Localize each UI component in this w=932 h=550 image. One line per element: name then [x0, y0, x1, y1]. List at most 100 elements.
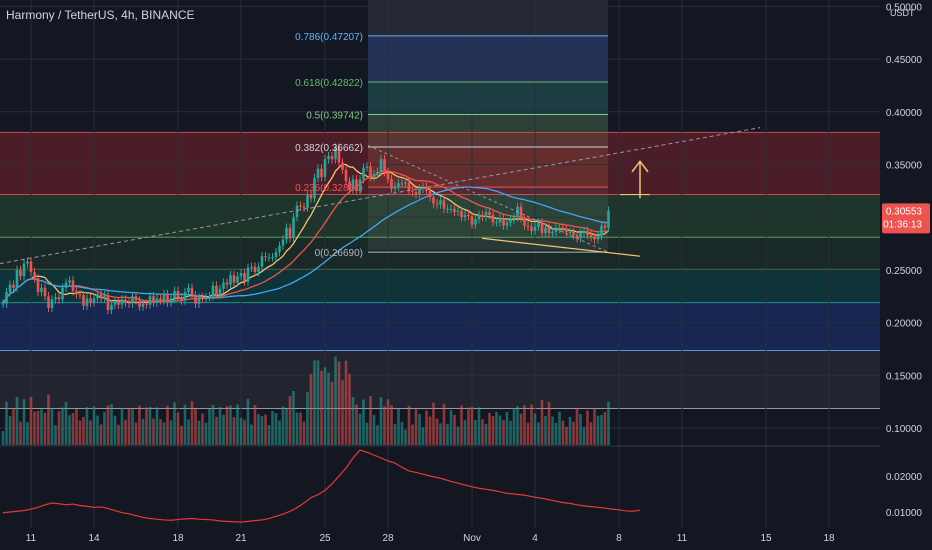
candle: [603, 221, 607, 232]
candle: [369, 162, 372, 182]
candle: [274, 247, 278, 262]
candle-body: [428, 190, 432, 198]
volume-bar: [351, 397, 355, 445]
candle: [593, 233, 596, 244]
candle-body: [229, 275, 232, 285]
candle-body: [64, 282, 68, 288]
candle-body: [481, 215, 484, 218]
moving-average-line: [2, 170, 609, 304]
volume-bar: [152, 418, 155, 445]
candle-body: [432, 197, 435, 204]
volume-bar: [330, 381, 334, 445]
candle-body: [407, 182, 411, 191]
candle: [253, 262, 257, 277]
volume-bar: [558, 411, 561, 445]
candle: [463, 210, 467, 222]
price-tick-label: 0.10000: [886, 424, 923, 435]
candle: [61, 283, 64, 304]
volume-bar: [421, 427, 425, 445]
volume-bar: [15, 397, 19, 445]
volume-bar: [173, 402, 176, 445]
candle: [365, 162, 369, 172]
time-tick-label: 21: [235, 533, 247, 544]
candle-body: [509, 219, 512, 223]
volume-bar: [519, 413, 523, 445]
price-tick-label: 0.50000: [886, 2, 923, 13]
candle: [309, 190, 313, 203]
candle: [1, 299, 5, 308]
candle: [334, 143, 337, 164]
volume-bar: [253, 405, 257, 445]
volume-bar: [593, 408, 596, 445]
candle: [411, 186, 414, 197]
candle: [561, 223, 565, 234]
candle: [236, 272, 239, 287]
indicator-line: [2, 449, 641, 523]
candle-body: [29, 261, 33, 273]
candle-body: [288, 227, 292, 239]
candle: [138, 296, 141, 312]
candle: [5, 287, 8, 308]
candle-body: [236, 276, 239, 283]
currency-label[interactable]: USDT: [890, 8, 915, 18]
volume-bar: [596, 415, 600, 445]
candle-body: [131, 296, 134, 304]
candle: [607, 206, 610, 232]
candle-body: [306, 195, 309, 208]
candle-body: [589, 235, 593, 238]
zone-fill: [0, 269, 880, 303]
candle: [85, 294, 89, 310]
candle-body: [96, 294, 99, 299]
candle-body: [40, 287, 43, 293]
volume-bar: [418, 414, 421, 445]
candle-body: [250, 266, 253, 268]
candle-body: [460, 210, 463, 218]
candle: [502, 214, 505, 230]
candle: [400, 179, 404, 188]
candle-body: [75, 290, 78, 295]
volume-bar: [183, 404, 187, 445]
candle: [467, 210, 470, 221]
candle-body: [376, 171, 379, 174]
candle-body: [285, 227, 288, 240]
price-tick-label: 0.25000: [886, 266, 923, 277]
candle: [75, 286, 78, 299]
volume-bar: [197, 420, 201, 445]
volume-bar: [547, 402, 551, 445]
candle: [582, 226, 586, 238]
time-tick-label: 15: [760, 533, 772, 544]
volume-bar: [530, 404, 533, 445]
candle: [267, 253, 271, 262]
volume-bar: [267, 425, 271, 445]
candle: [106, 290, 110, 315]
candle-body: [33, 272, 36, 279]
volume-bar: [54, 425, 57, 445]
candle: [197, 293, 201, 308]
candle: [33, 267, 36, 283]
axis-background: [880, 0, 932, 550]
candle: [456, 206, 460, 217]
candle-body: [292, 217, 295, 239]
volume-bar: [589, 422, 593, 445]
candle: [78, 289, 82, 300]
candle-body: [257, 266, 260, 273]
candle: [50, 295, 54, 313]
volume-bar: [29, 397, 33, 445]
volume-bar: [579, 414, 582, 445]
candle: [40, 283, 43, 297]
candle: [523, 214, 526, 230]
candle: [218, 284, 222, 299]
volume-bar: [474, 420, 477, 445]
candle-body: [295, 205, 299, 218]
candle-body: [582, 230, 586, 234]
candle-body: [316, 168, 320, 179]
volume-bar: [575, 407, 579, 445]
fib-band: [368, 82, 608, 115]
candle-body: [278, 245, 281, 252]
candle-body: [383, 159, 386, 172]
volume-bar: [180, 425, 183, 445]
candle-body: [400, 183, 404, 185]
candle-body: [547, 227, 551, 234]
fib-band: [368, 114, 608, 148]
